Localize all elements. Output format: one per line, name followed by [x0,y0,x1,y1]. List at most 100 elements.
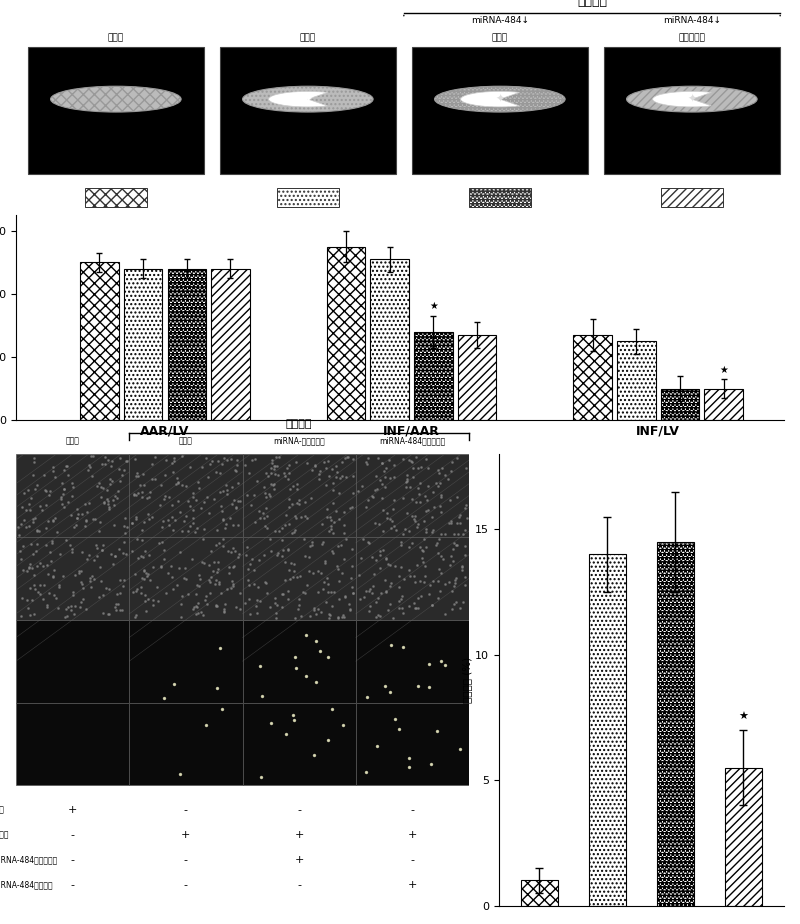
Point [383,453,396,468]
Point [57,486,70,501]
Point [455,563,468,578]
Point [300,456,313,470]
Point [352,484,365,499]
Point [49,511,62,526]
Point [423,680,436,695]
Text: 野生型: 野生型 [179,437,193,445]
Point [385,576,398,590]
Point [329,504,342,518]
Point [153,536,166,551]
Point [280,727,293,742]
Point [408,601,421,615]
Point [332,512,345,527]
Point [397,639,410,654]
Point [208,554,221,569]
Point [83,570,96,585]
Point [400,473,413,488]
Text: -: - [70,855,74,865]
Point [166,510,178,525]
Point [320,510,333,525]
Point [192,567,205,582]
Point [154,478,167,492]
Point [154,559,167,574]
Text: 对照组: 对照组 [66,437,79,445]
Point [322,468,335,483]
Point [430,536,443,551]
Point [323,524,336,539]
Point [250,599,262,614]
Point [196,460,209,475]
Point [16,590,29,605]
Point [268,467,281,481]
Point [169,476,182,491]
Point [92,476,105,491]
Point [460,510,473,525]
Point [216,513,229,528]
Point [158,552,170,566]
Point [289,522,302,537]
Text: 拘制剂对照: 拘制剂对照 [678,34,706,43]
Point [178,571,190,586]
Point [210,523,223,538]
Point [421,503,434,517]
Point [158,542,170,557]
Point [377,524,390,539]
Point [372,517,385,531]
Point [198,592,211,607]
Point [447,553,460,568]
Point [146,598,159,613]
Point [197,532,210,547]
Point [58,463,71,478]
Circle shape [50,86,181,112]
Point [212,577,225,591]
Point [453,507,466,522]
Point [226,480,238,494]
Text: 对照组: 对照组 [108,34,124,43]
Point [298,508,311,523]
Point [136,467,149,481]
Point [254,510,266,525]
Text: ✦: ✦ [303,94,313,104]
Point [221,482,234,497]
Point [138,564,150,578]
Text: miRNA-484↓: miRNA-484↓ [471,16,529,25]
Point [186,510,199,525]
Point [223,565,236,580]
Point [71,510,84,525]
Point [403,750,416,765]
Point [289,650,302,664]
Text: 模拟组: 模拟组 [492,34,508,43]
Point [378,480,391,494]
Point [312,602,325,616]
Point [59,533,72,548]
Point [388,518,401,533]
Point [377,543,390,558]
Point [107,497,120,512]
Point [103,477,116,492]
Point [117,579,130,594]
Point [335,468,348,483]
Point [327,496,340,511]
Point [75,575,88,590]
FancyBboxPatch shape [603,47,780,174]
Point [344,602,357,616]
Point [393,579,406,594]
Point [66,480,79,494]
Point [339,470,352,485]
Point [233,547,246,562]
Point [362,603,375,618]
Point [142,548,155,563]
Text: ★: ★ [738,712,748,723]
Point [432,532,445,547]
Text: +: + [68,805,78,815]
Point [31,537,44,552]
Point [283,481,296,496]
Point [396,601,409,615]
Point [385,514,398,529]
Point [422,460,434,475]
Point [22,601,34,615]
Point [459,522,472,537]
Point [218,450,230,465]
Point [186,553,198,567]
Point [447,536,460,551]
